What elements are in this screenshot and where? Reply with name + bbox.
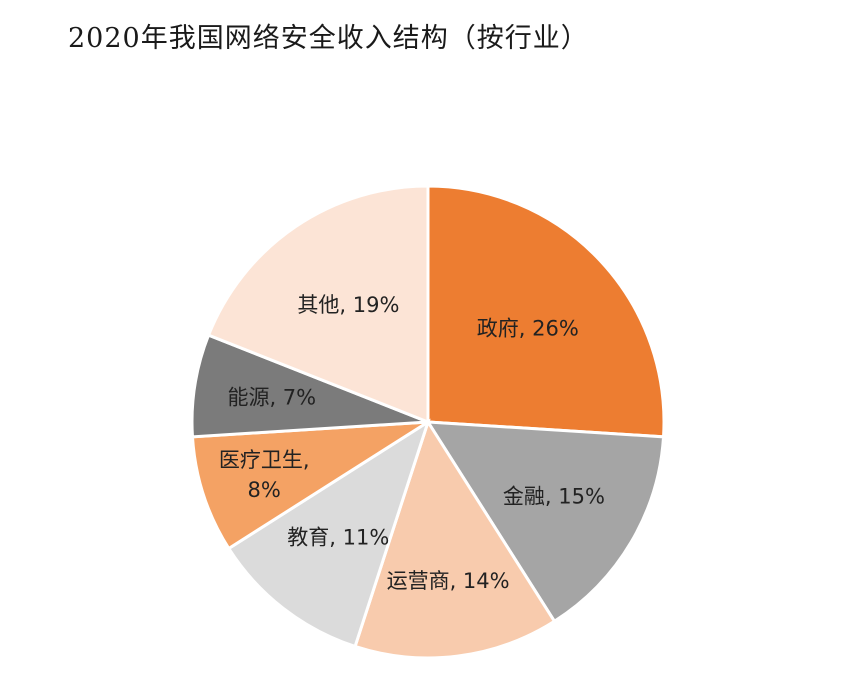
slice-label: 医疗卫生, 8% xyxy=(219,448,310,502)
pie-slice xyxy=(226,418,431,649)
slice-label: 能源, 7% xyxy=(227,385,316,409)
pie-slice xyxy=(426,184,666,439)
pie-slice xyxy=(206,184,430,425)
slice-label: 政府, 26% xyxy=(477,316,579,340)
chart-title: 2020年我国网络安全收入结构（按行业） xyxy=(68,23,589,54)
pie-slice xyxy=(425,420,666,624)
pie-slice xyxy=(190,420,429,551)
pie-slice xyxy=(353,418,557,660)
slice-label: 教育, 11% xyxy=(287,526,389,550)
pie-slice xyxy=(190,333,429,439)
slice-label: 金融, 15% xyxy=(503,485,605,509)
slice-label: 其他, 19% xyxy=(297,293,399,317)
slice-label: 运营商, 14% xyxy=(387,569,510,593)
